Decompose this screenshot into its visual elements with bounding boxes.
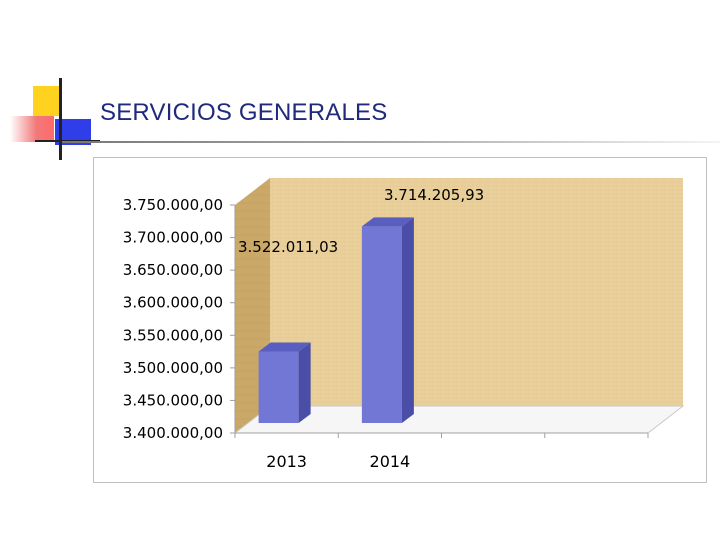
logo-vertical-line [59, 78, 62, 160]
x-category-label: 2013 [266, 452, 307, 471]
y-tick-label: 3.500.000,00 [123, 359, 223, 377]
chart-marks: 3.750.000,00 3.700.000,00 3.650.000,00 3.60… [123, 186, 649, 471]
bar-top-2014 [361, 217, 414, 227]
y-tick-label: 3.400.000,00 [123, 424, 223, 442]
bar-side-2013 [298, 342, 311, 423]
bar-front-2013 [258, 351, 299, 423]
logo-yellow-square [33, 86, 61, 116]
x-category-label: 2014 [370, 452, 411, 471]
title-underline [62, 141, 720, 143]
bar-front-2014 [361, 226, 402, 423]
bar-side-2014 [401, 217, 414, 423]
logo-red-square [10, 116, 54, 142]
y-tick-label: 3.750.000,00 [123, 196, 223, 214]
data-label-2014: 3.714.205,93 [384, 186, 484, 204]
slide-logo [0, 0, 100, 170]
chart-back-wall [270, 178, 683, 406]
y-tick-label: 3.700.000,00 [123, 229, 223, 247]
data-label-2013: 3.522.011,03 [238, 238, 338, 256]
y-tick-label: 3.600.000,00 [123, 294, 223, 312]
slide-title: SERVICIOS GENERALES [100, 99, 388, 126]
bar-top-2013 [258, 342, 311, 352]
y-tick-label: 3.550.000,00 [123, 326, 223, 344]
y-tick-label: 3.450.000,00 [123, 391, 223, 409]
y-tick-label: 3.650.000,00 [123, 261, 223, 279]
